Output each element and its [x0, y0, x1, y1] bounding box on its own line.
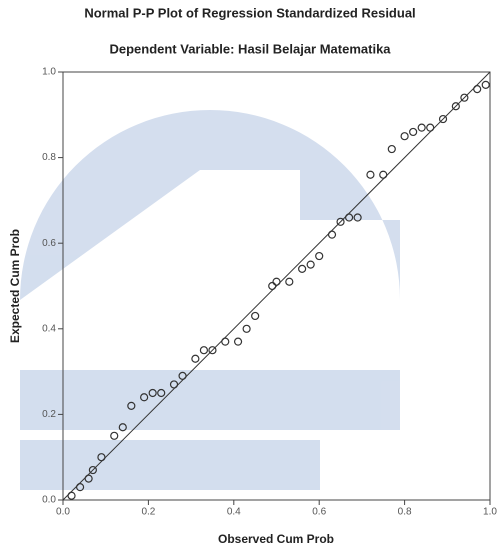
point: [400, 132, 409, 141]
watermark: [20, 110, 400, 490]
chart-title: Normal P-P Plot of Regression Standardiz…: [84, 5, 415, 20]
point: [208, 346, 217, 355]
point: [169, 380, 179, 389]
y-axis-label: Expected Cum Prob: [8, 229, 22, 343]
y-tick-label: 0.0: [42, 495, 56, 506]
x-tick-label: 0.4: [227, 507, 241, 518]
y-tick-label: 1.0: [42, 67, 56, 78]
point: [387, 144, 396, 154]
point: [473, 85, 482, 94]
point: [460, 93, 469, 102]
point: [327, 230, 337, 239]
point: [353, 213, 362, 222]
x-axis-label: Observed Cum Prob: [218, 532, 334, 546]
point: [157, 388, 166, 398]
chart-subtitle: Dependent Variable: Hasil Belajar Matema…: [109, 41, 391, 56]
point: [315, 251, 324, 261]
point: [409, 127, 418, 137]
point: [84, 474, 93, 483]
point: [379, 170, 388, 179]
point: [336, 217, 345, 226]
y-tick-label: 0.8: [42, 152, 56, 163]
y-tick-label: 0.6: [42, 238, 56, 249]
y-tick-label: 0.2: [42, 409, 56, 420]
point: [67, 491, 76, 500]
point: [306, 260, 315, 269]
point: [199, 346, 209, 355]
point: [451, 102, 460, 111]
point: [426, 123, 435, 132]
point: [233, 337, 243, 346]
point: [285, 277, 294, 286]
x-tick-label: 0.0: [56, 507, 70, 518]
x-tick-label: 1.0: [483, 507, 497, 518]
point: [127, 401, 136, 410]
point: [191, 354, 200, 363]
point: [251, 311, 260, 321]
point: [97, 453, 106, 462]
point: [272, 277, 281, 286]
plot-frame: [62, 71, 491, 501]
point: [268, 281, 277, 291]
point: [110, 431, 119, 440]
x-tick-label: 0.6: [312, 507, 326, 518]
point: [242, 324, 251, 333]
reference-line: [62, 71, 491, 501]
point: [140, 393, 149, 402]
point: [298, 264, 307, 273]
point: [118, 423, 127, 432]
point: [88, 465, 97, 475]
point: [438, 114, 448, 124]
point: [221, 337, 230, 346]
point: [417, 123, 426, 132]
point: [344, 213, 354, 222]
y-tick-label: 0.4: [42, 323, 56, 334]
x-tick-label: 0.2: [141, 507, 155, 518]
point: [481, 80, 490, 89]
x-tick-label: 0.8: [398, 507, 412, 518]
point: [366, 170, 375, 179]
point: [148, 388, 157, 398]
point: [75, 483, 85, 492]
point: [178, 371, 187, 380]
